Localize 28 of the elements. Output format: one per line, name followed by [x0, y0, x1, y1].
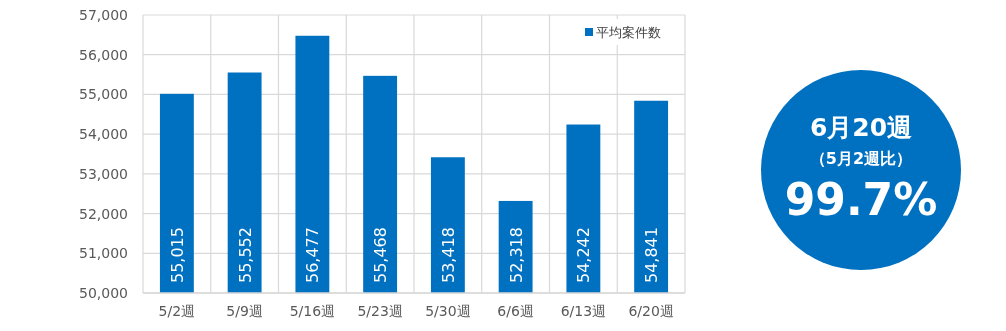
- y-tick-label: 57,000: [79, 7, 128, 23]
- text: 55,015: [167, 227, 187, 283]
- y-tick-label: 56,000: [79, 46, 128, 63]
- x-tick-label: 6/13週: [560, 303, 607, 319]
- x-tick-label: 6/6週: [497, 303, 534, 319]
- y-tick-label: 52,000: [79, 205, 128, 222]
- text: 6月20週: [809, 113, 913, 142]
- text: 55,552: [235, 227, 255, 283]
- text: 56,477: [303, 227, 323, 283]
- text: 53,418: [438, 227, 458, 283]
- text: 99.7%: [784, 174, 938, 225]
- x-tick-label: 5/9週: [226, 303, 263, 319]
- y-tick-label: 54,000: [79, 126, 128, 143]
- y-tick-label: 53,000: [79, 165, 128, 182]
- text: 54,841: [642, 227, 662, 283]
- y-tick-label: 55,000: [79, 86, 128, 103]
- text: 54,242: [574, 227, 594, 283]
- text: 55,468: [371, 227, 391, 283]
- text: （5月2週比）: [809, 149, 913, 168]
- legend-label: 平均案件数: [596, 25, 661, 40]
- y-tick-label: 50,000: [79, 285, 128, 301]
- y-tick-label: 51,000: [79, 245, 128, 262]
- text: 52,318: [506, 227, 526, 283]
- x-tick-label: 5/30週: [425, 303, 471, 319]
- x-tick-label: 5/16週: [289, 303, 336, 319]
- x-tick-label: 6/20週: [628, 303, 674, 319]
- x-tick-label: 5/2週: [158, 303, 196, 319]
- x-tick-label: 5/23週: [357, 303, 403, 319]
